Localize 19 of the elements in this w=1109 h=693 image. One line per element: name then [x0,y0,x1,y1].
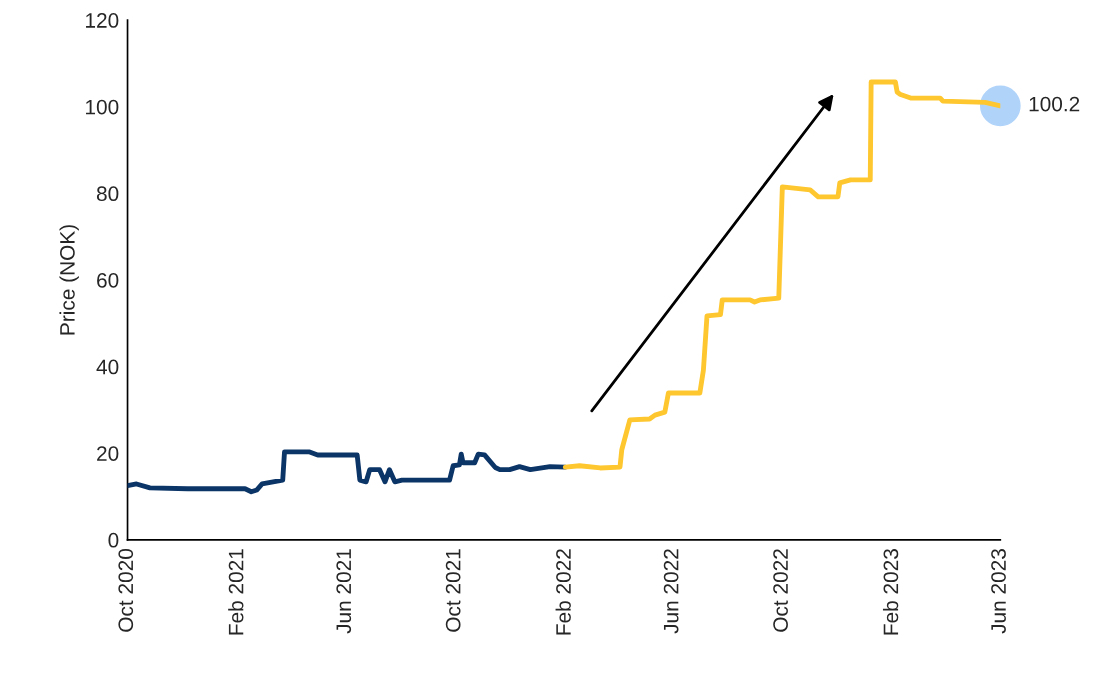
y-axis-title: Price (NOK) [59,225,79,335]
y-tick-label: 0 [108,532,119,548]
y-tick-label: 20 [97,446,119,461]
data-label: 100.2 [1029,96,1080,112]
x-tick-label: Feb 2023 [882,549,899,635]
x-tick-label: Oct 2020 [118,548,134,632]
y-tick-label: 100 [86,99,119,115]
x-tick-label: Jun 2022 [663,549,679,634]
x-tick-label: Feb 2021 [228,549,244,635]
x-tick-label: Oct 2021 [445,549,461,632]
x-tick-label: Oct 2022 [773,549,788,632]
y-tick-label: 40 [96,359,119,375]
x-tick-label: Feb 2022 [555,549,571,635]
x-tick-label: Jun 2023 [991,549,1006,634]
line-series [562,79,1001,471]
x-tick-label: Jun 2021 [336,549,352,634]
y-tick-label: 60 [97,272,119,288]
y-tick-label: 120 [86,13,119,28]
y-tick-label: 80 [96,186,119,202]
